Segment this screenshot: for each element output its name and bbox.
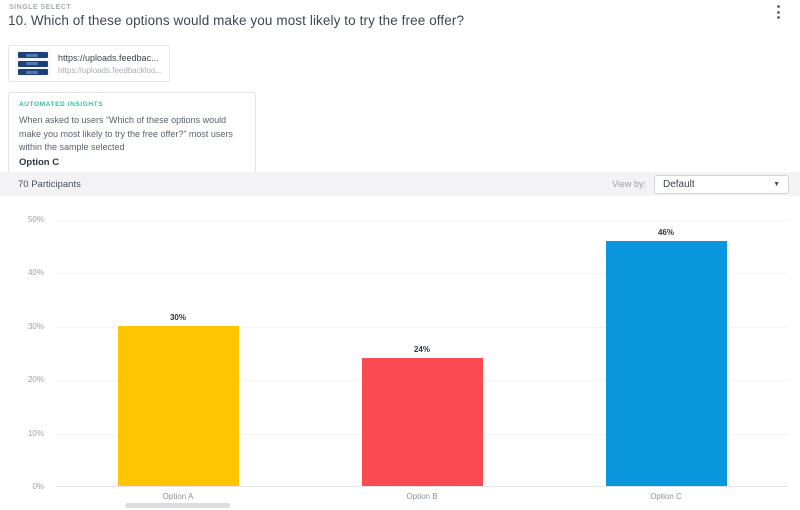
bar-chart: 50% 40% 30% 20% 10% 0% 30% 24% xyxy=(0,200,800,510)
question-type-label: SINGLE SELECT xyxy=(9,4,72,11)
view-by-group: View by: Default ▼ xyxy=(612,174,789,194)
automated-insights-label: AUTOMATED INSIGHTS xyxy=(19,101,104,108)
bar-slot: 24% xyxy=(300,220,544,486)
results-toolbar: 70 Participants View by: Default ▼ xyxy=(0,172,800,196)
view-by-selected-value: Default xyxy=(663,178,695,190)
automated-insights-text: When asked to users “Which of these opti… xyxy=(19,114,245,170)
horizontal-scrollbar-thumb[interactable] xyxy=(125,503,230,508)
bars-container: 30% 24% 46% xyxy=(56,220,788,486)
attachment-thumbnail-icon xyxy=(15,50,51,77)
page-title: 10. Which of these options would make yo… xyxy=(8,13,465,28)
insights-sentence: When asked to users “Which of these opti… xyxy=(19,115,233,152)
x-tick-label: Option A xyxy=(162,492,194,501)
view-by-label: View by: xyxy=(612,179,646,189)
bar-value-label: 46% xyxy=(657,228,674,238)
x-axis-labels: Option A Option B Option C xyxy=(56,492,788,501)
bar-option-b[interactable]: 24% xyxy=(361,345,483,486)
chevron-down-icon: ▼ xyxy=(773,180,780,188)
x-tick-label: Option B xyxy=(406,492,438,501)
attachment-link-card[interactable]: https://uploads.feedbac... https://uploa… xyxy=(8,45,170,82)
bar-value-label: 30% xyxy=(169,313,186,323)
view-by-dropdown[interactable]: Default ▼ xyxy=(654,174,789,194)
bar-chart-plot-area: 30% 24% 46% xyxy=(56,220,788,487)
attachment-url-primary: https://uploads.feedbac... xyxy=(58,52,159,63)
bar-slot: 30% xyxy=(56,220,300,486)
attachment-url-secondary: https://uploads.feedbackloo... xyxy=(58,65,163,75)
bar-value-label: 24% xyxy=(413,345,430,355)
attachment-text: https://uploads.feedbac... https://uploa… xyxy=(58,53,162,75)
y-tick-label: 50% xyxy=(27,215,44,224)
y-tick-label: 20% xyxy=(27,375,44,384)
kebab-menu-icon[interactable] xyxy=(771,4,785,20)
y-tick-label: 10% xyxy=(27,429,44,438)
bar-slot: 46% xyxy=(544,220,788,486)
y-tick-label: 30% xyxy=(27,322,44,331)
bar-option-a[interactable]: 30% xyxy=(117,313,239,486)
y-tick-label: 0% xyxy=(32,482,44,491)
y-tick-label: 40% xyxy=(27,268,44,277)
bar-option-c[interactable]: 46% xyxy=(605,228,727,486)
participants-count: 70 Participants xyxy=(18,178,81,190)
automated-insights-card: AUTOMATED INSIGHTS When asked to users “… xyxy=(8,92,256,180)
insights-highlight: Option C xyxy=(19,156,60,168)
x-tick-label: Option C xyxy=(650,492,682,501)
